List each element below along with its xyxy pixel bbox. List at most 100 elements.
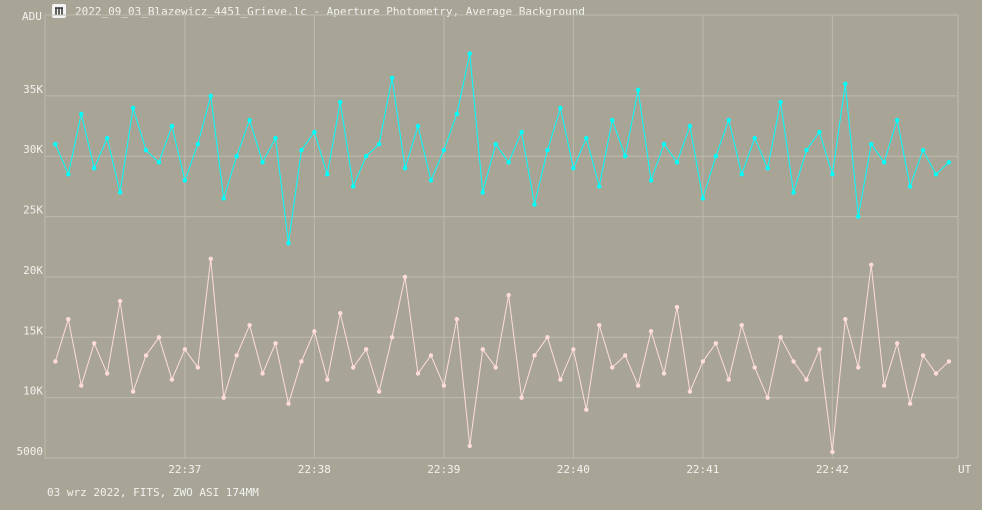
data-point	[610, 117, 615, 123]
data-point	[221, 395, 226, 400]
data-point	[661, 371, 667, 376]
data-point	[247, 117, 252, 123]
data-point	[506, 292, 511, 298]
data-point	[221, 196, 226, 201]
data-point	[894, 117, 900, 123]
data-point	[856, 214, 861, 219]
data-point	[804, 377, 809, 382]
data-point	[402, 166, 408, 171]
data-point	[325, 377, 330, 382]
data-point	[622, 154, 628, 159]
x-tick-label: 22:42	[816, 463, 849, 476]
data-point	[130, 105, 136, 111]
data-point	[765, 166, 770, 171]
data-point	[881, 383, 887, 388]
data-point	[363, 154, 369, 159]
data-point	[325, 172, 330, 177]
data-point	[648, 329, 654, 334]
data-point	[532, 202, 537, 207]
data-point	[739, 172, 744, 177]
data-point	[635, 383, 641, 388]
data-point	[817, 129, 822, 135]
x-tick-label: 22:37	[168, 463, 201, 476]
data-point	[480, 190, 485, 195]
data-point	[571, 347, 576, 352]
data-point	[597, 323, 602, 328]
data-point	[584, 407, 589, 412]
data-point	[467, 51, 472, 56]
x-tick-label: 22:39	[427, 463, 460, 476]
data-point	[182, 178, 188, 183]
data-point	[299, 147, 304, 153]
data-point	[545, 335, 550, 340]
data-point	[441, 383, 447, 388]
data-point	[299, 359, 304, 364]
data-point	[312, 329, 317, 334]
data-point	[104, 371, 110, 376]
data-point	[273, 135, 278, 141]
data-point	[584, 135, 589, 141]
data-point	[791, 359, 796, 364]
data-point	[363, 347, 369, 352]
data-point	[195, 141, 201, 147]
data-point	[467, 443, 472, 449]
data-point	[169, 123, 175, 129]
data-point	[286, 401, 291, 406]
data-point	[687, 123, 693, 129]
data-point	[571, 166, 576, 171]
data-point	[260, 160, 265, 165]
data-point	[130, 389, 136, 394]
data-point	[635, 87, 641, 93]
data-point	[169, 377, 175, 382]
data-point	[687, 389, 693, 394]
data-point	[415, 123, 421, 129]
data-point	[907, 401, 913, 406]
data-point	[700, 359, 706, 364]
data-point	[648, 178, 654, 183]
data-point	[532, 353, 537, 358]
data-point	[752, 365, 757, 370]
data-point	[493, 141, 498, 147]
data-point	[402, 274, 408, 280]
data-point	[700, 196, 706, 201]
data-point	[597, 184, 602, 189]
y-tick-label: 30K	[23, 143, 43, 156]
data-point	[92, 341, 97, 346]
data-point	[894, 341, 900, 346]
data-point	[713, 154, 719, 159]
data-point	[351, 365, 356, 370]
data-point	[869, 141, 874, 147]
data-point	[480, 347, 485, 352]
data-point	[376, 389, 382, 394]
data-point	[195, 365, 201, 370]
data-point	[830, 449, 835, 455]
data-point	[765, 395, 770, 400]
data-point	[234, 154, 239, 159]
data-point	[273, 341, 278, 346]
data-point	[260, 371, 265, 376]
data-point	[208, 256, 213, 262]
data-point	[117, 190, 123, 195]
data-point	[610, 365, 615, 370]
data-point	[558, 105, 563, 111]
data-point	[428, 178, 434, 183]
x-tick-label: 22:38	[298, 463, 331, 476]
data-point	[545, 147, 550, 153]
data-point	[791, 190, 796, 195]
data-point	[234, 353, 239, 358]
data-point	[843, 316, 848, 322]
data-point	[338, 310, 343, 316]
data-point	[247, 323, 252, 328]
data-point	[376, 141, 382, 147]
data-point	[674, 304, 680, 310]
data-point	[804, 147, 809, 153]
data-point	[869, 262, 874, 268]
data-point	[66, 172, 71, 177]
data-point	[117, 298, 123, 304]
data-point	[66, 316, 71, 322]
y-tick-label: 15K	[23, 324, 43, 337]
data-point	[208, 93, 213, 99]
data-point	[519, 129, 524, 135]
